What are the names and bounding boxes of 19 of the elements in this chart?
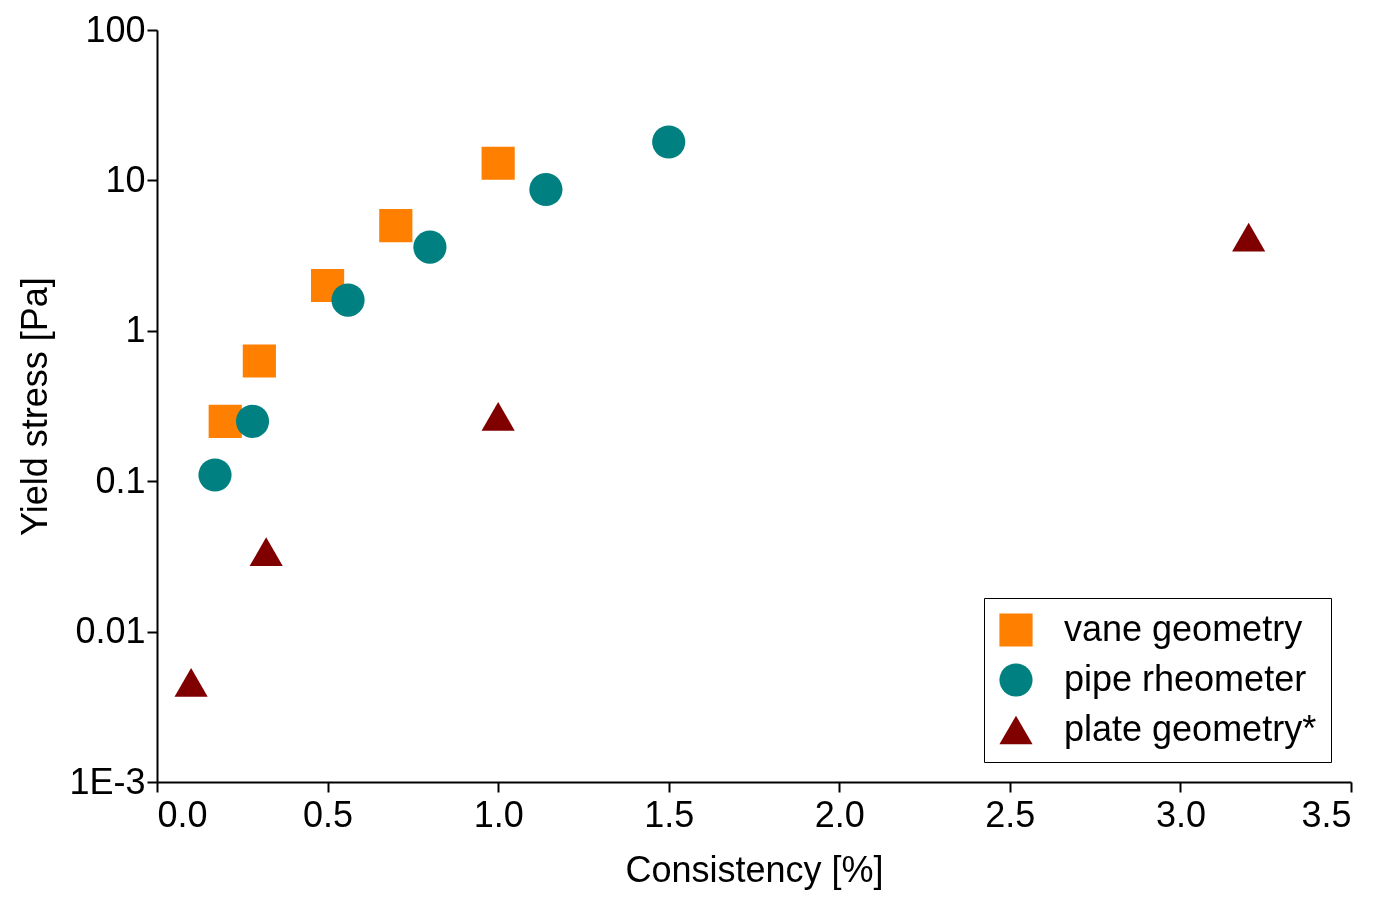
y-tick-label: 1 bbox=[125, 309, 146, 351]
y-tick-label: 1E-3 bbox=[69, 760, 146, 802]
y-tick-label: 0.01 bbox=[75, 610, 146, 652]
x-tick-label: 2.5 bbox=[985, 793, 1036, 835]
x-tick-label: 1.0 bbox=[473, 793, 524, 835]
x-tick-label: 2.0 bbox=[814, 793, 865, 835]
y-tick-label: 0.1 bbox=[95, 459, 146, 501]
x-tick-label: 1.5 bbox=[644, 793, 695, 835]
x-tick-label: 3.0 bbox=[1155, 793, 1206, 835]
y-axis-title: Yield stress [Pa] bbox=[14, 277, 56, 536]
x-tick-label: 3.5 bbox=[1301, 793, 1352, 835]
x-axis-title: Consistency [%] bbox=[625, 848, 884, 890]
y-tick-label: 100 bbox=[85, 8, 146, 50]
y-tick-label: 10 bbox=[105, 158, 146, 200]
legend-label: pipe rheometer bbox=[1064, 658, 1307, 699]
x-tick-label: 0.0 bbox=[157, 793, 208, 835]
legend-label: vane geometry bbox=[1064, 608, 1303, 649]
legend-label: plate geometry* bbox=[1064, 708, 1317, 749]
x-tick-label: 0.5 bbox=[303, 793, 354, 835]
